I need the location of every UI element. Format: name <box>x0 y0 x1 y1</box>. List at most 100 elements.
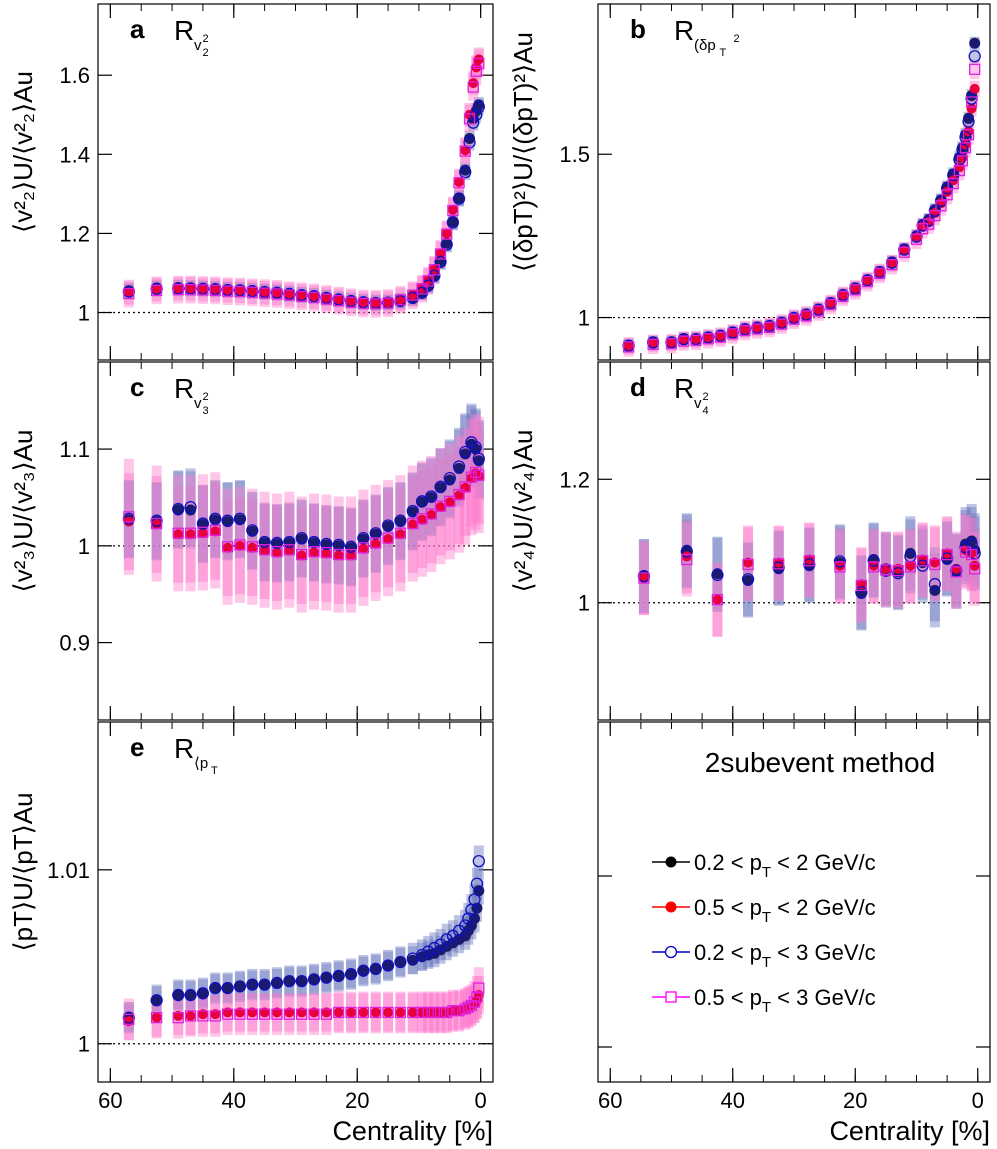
data-point <box>283 974 296 988</box>
data-point <box>417 514 428 525</box>
data-point <box>296 290 307 301</box>
data-point <box>703 333 714 344</box>
data-point <box>221 541 234 553</box>
data-point <box>151 994 163 1006</box>
data-point <box>357 1006 370 1019</box>
y-axis-label: ⟨(δpT)²⟩U/⟨(δpT)²⟩Au <box>508 32 538 272</box>
data-point <box>333 295 345 307</box>
data-point <box>270 536 284 550</box>
error-band <box>454 915 465 947</box>
data-point <box>271 1008 283 1020</box>
y-tick-label: 1 <box>578 591 590 616</box>
data-point <box>715 331 726 342</box>
data-point <box>309 1007 320 1018</box>
panel-title-superscript: 2 <box>203 391 209 403</box>
data-point <box>382 297 394 309</box>
data-point <box>406 504 419 518</box>
data-point <box>221 514 234 527</box>
data-point <box>453 488 465 501</box>
data-point <box>648 338 659 349</box>
data-point <box>622 341 635 353</box>
data-point <box>308 291 320 304</box>
data-point <box>284 289 295 300</box>
data-point <box>296 1008 308 1020</box>
data-point <box>370 1007 381 1018</box>
data-point <box>370 298 381 309</box>
y-tick-label: 1.1 <box>59 437 90 462</box>
data-point <box>453 192 465 204</box>
x-tick-label: 20 <box>345 1088 369 1113</box>
data-point <box>296 975 308 987</box>
x-tick-label: 0 <box>972 1088 984 1113</box>
data-point <box>309 547 320 558</box>
data-point <box>968 50 981 63</box>
data-point <box>221 285 234 297</box>
data-point <box>210 284 221 295</box>
panel-title-subscript-2: T <box>720 47 727 59</box>
data-point <box>727 328 739 340</box>
data-point <box>428 264 441 276</box>
panel-e: 60 40 20 0 1 1.01 e R ⟨p T ⟨pT⟩U/⟨pT⟩Au <box>8 721 494 1113</box>
data-point <box>741 573 755 586</box>
panel-a-frame <box>97 3 494 361</box>
data-point <box>150 284 163 297</box>
data-point <box>467 81 479 93</box>
data-point <box>184 283 197 296</box>
data-point <box>681 553 693 566</box>
data-point <box>969 563 981 575</box>
x-tick-label: 60 <box>598 1088 622 1113</box>
data-point <box>800 310 812 322</box>
y-tick-label: 1.2 <box>559 467 590 492</box>
data-point <box>472 100 485 113</box>
data-point <box>333 540 345 552</box>
data-point <box>234 514 246 526</box>
data-point <box>344 968 358 981</box>
data-point <box>752 323 763 334</box>
data-point <box>369 527 382 540</box>
data-point <box>150 994 163 1007</box>
y-tick-label: 1.2 <box>59 221 90 246</box>
data-point <box>941 189 953 201</box>
panel-title: R <box>674 373 694 404</box>
data-point <box>739 324 751 337</box>
data-point <box>333 548 345 561</box>
data-point <box>345 296 357 308</box>
x-tick-label: 40 <box>721 1088 745 1113</box>
data-point <box>441 1006 453 1019</box>
data-point <box>751 323 763 335</box>
data-point <box>962 115 975 128</box>
panel-title-subscript-2: 2 <box>203 47 209 59</box>
data-point <box>712 594 723 605</box>
data-point <box>727 328 738 339</box>
y-axis-label: ⟨pT⟩U/⟨pT⟩Au <box>8 792 38 951</box>
data-point <box>246 541 258 553</box>
data-point <box>966 103 977 114</box>
legend-label-main: 0.2 < p <box>694 850 762 875</box>
legend-panel: 2subevent method 0.2 < pT < 2 GeV/c0.5 <… <box>597 721 991 1113</box>
data-point <box>929 209 941 222</box>
panel-title: R <box>174 15 194 46</box>
data-point <box>776 318 787 329</box>
data-point <box>963 126 974 137</box>
data-point <box>210 526 221 537</box>
legend-label-rest: < 3 GeV/c <box>771 940 876 965</box>
data-point <box>370 963 382 975</box>
legend-label: 0.5 < pT < 3 GeV/c <box>694 985 876 1016</box>
data-point <box>296 550 307 561</box>
error-band <box>473 967 484 1009</box>
data-point <box>447 204 458 215</box>
data-point <box>382 959 394 971</box>
data-point <box>459 165 472 179</box>
data-point <box>258 1008 271 1020</box>
data-point <box>887 258 897 269</box>
data-point <box>956 155 969 167</box>
data-point <box>346 296 357 307</box>
data-point <box>370 537 382 549</box>
data-point <box>222 982 234 994</box>
panel-d-data <box>637 503 981 637</box>
data-point <box>395 529 406 540</box>
data-point <box>259 287 270 298</box>
data-point <box>357 531 370 545</box>
data-point <box>381 959 395 972</box>
